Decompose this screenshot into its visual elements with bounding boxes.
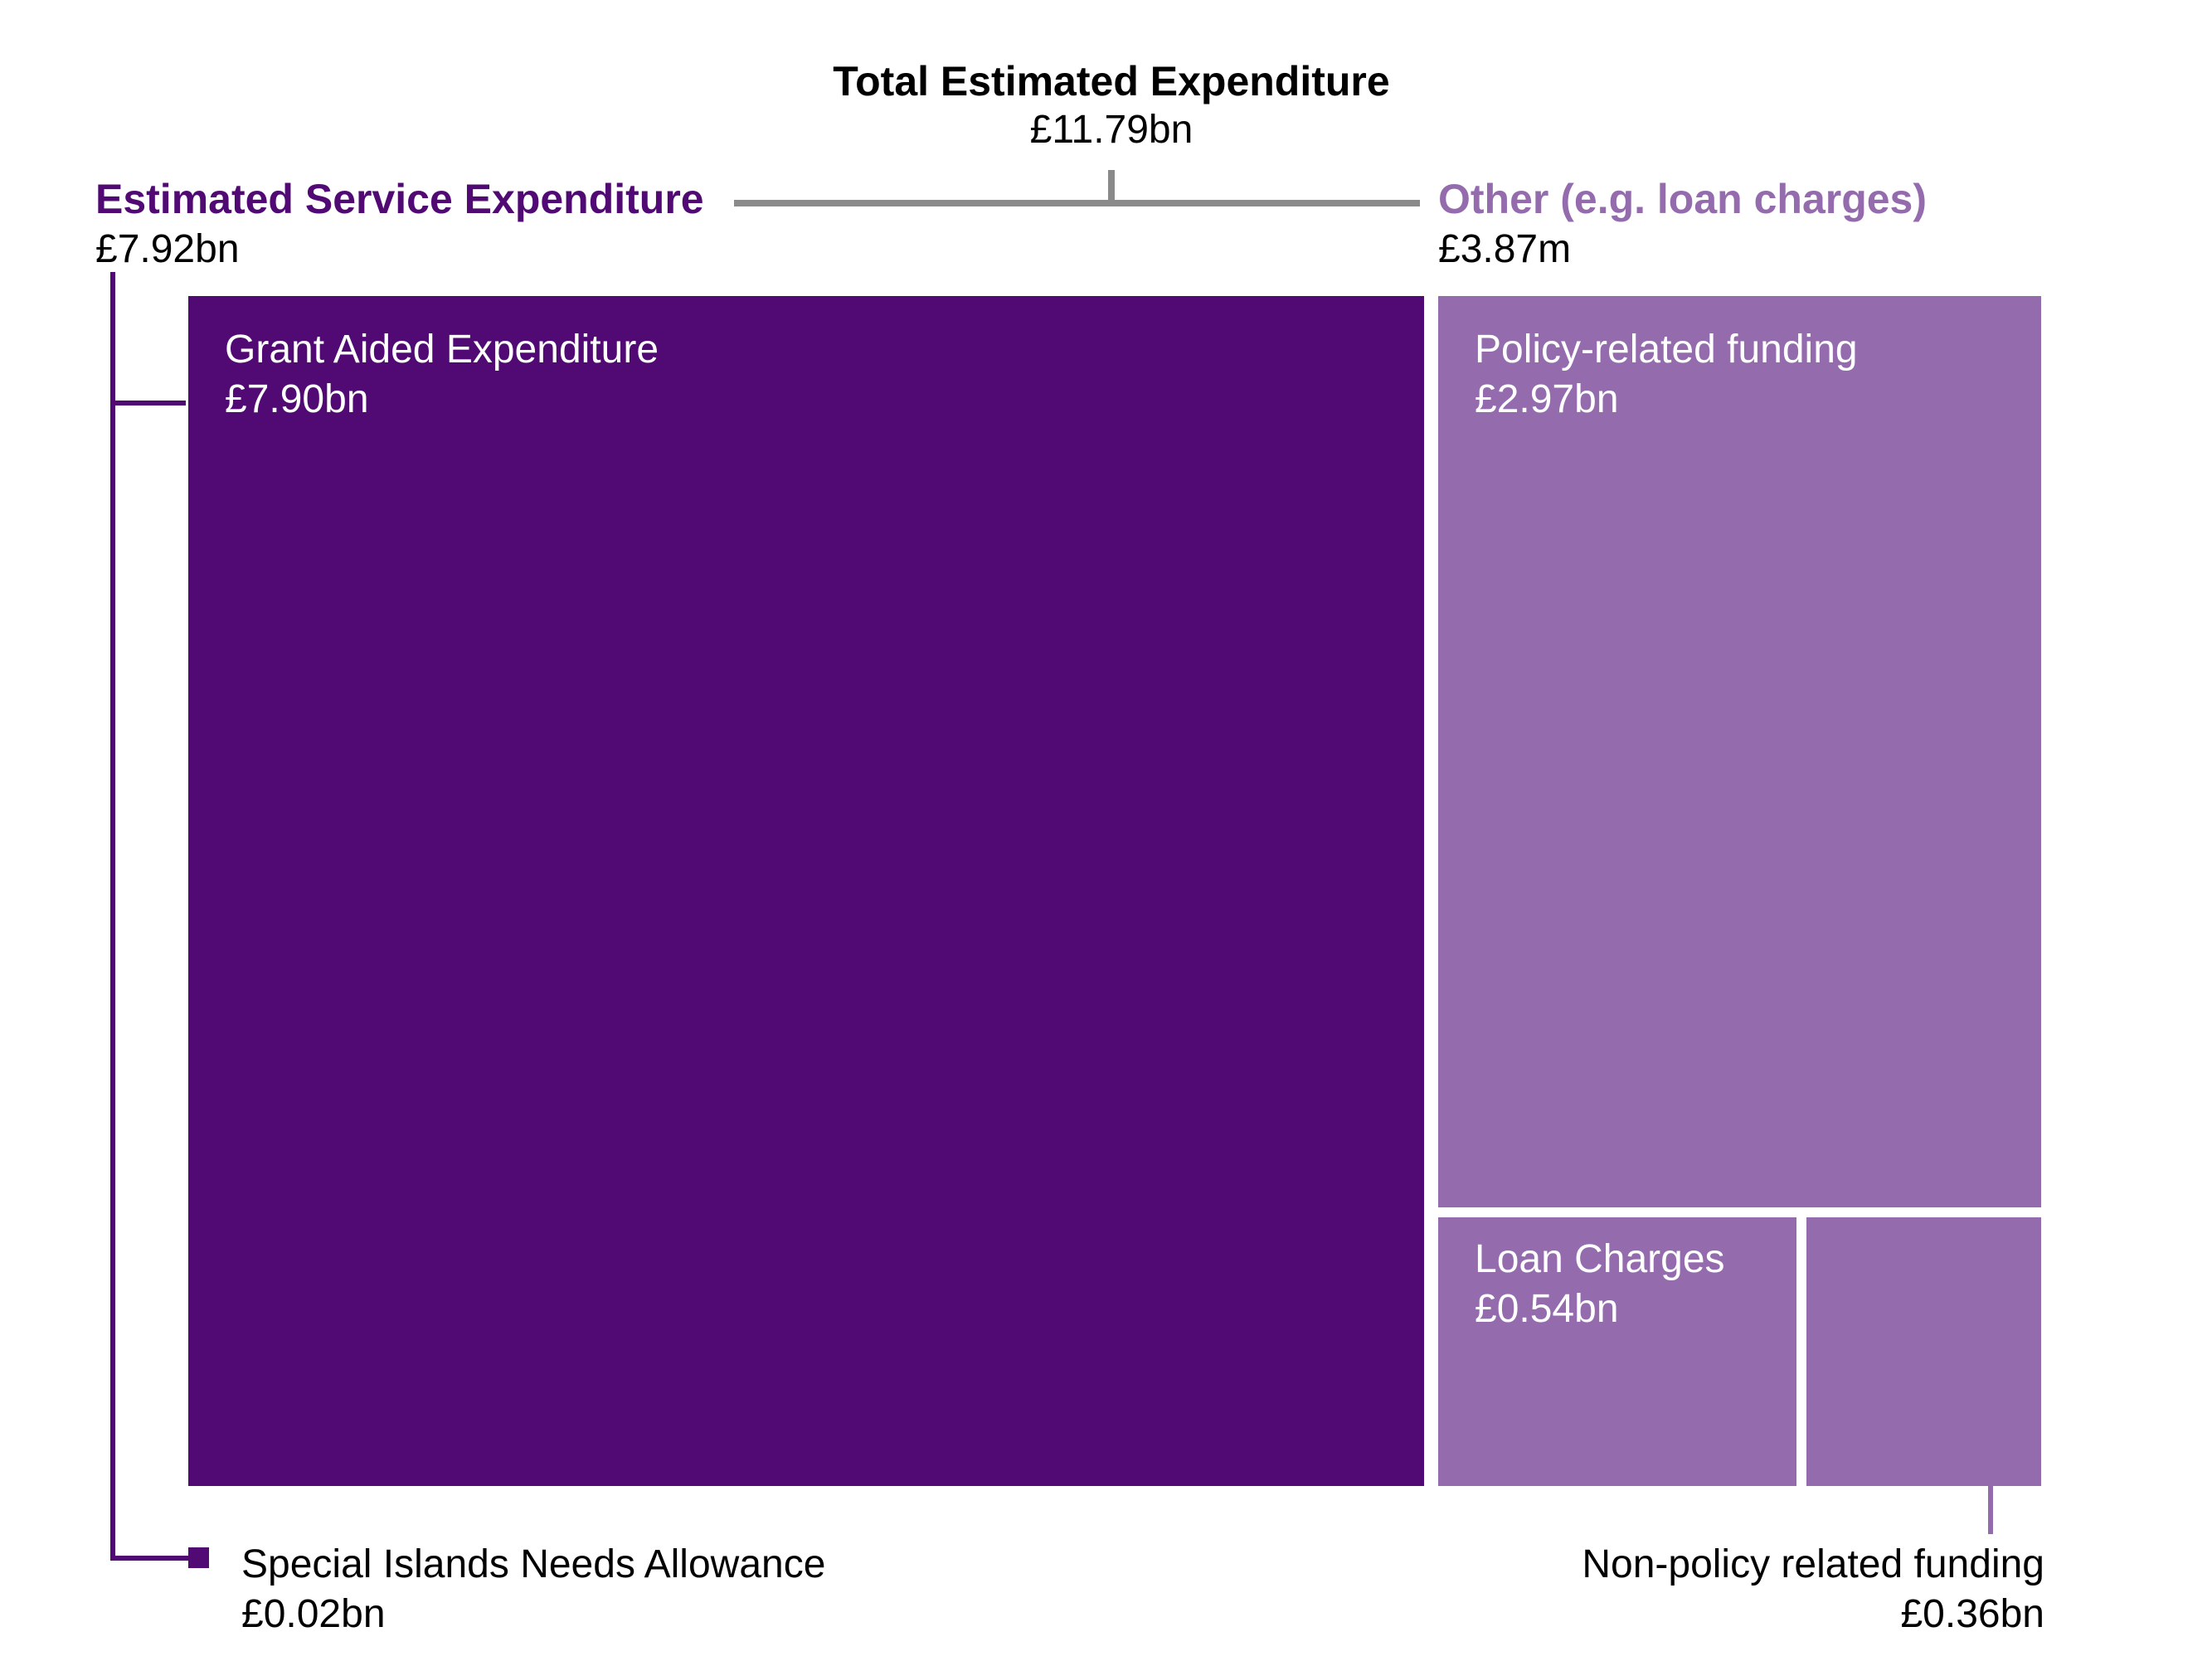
tile-loan-charges: Loan Charges £0.54bn <box>1438 1217 1796 1486</box>
total-value: £11.79bn <box>1029 108 1194 152</box>
policy-related-label: Policy-related funding <box>1475 328 1858 372</box>
other-group-value: £3.87m <box>1438 227 1572 271</box>
grant-aided-value: £7.90bn <box>225 377 369 421</box>
grant-aided-label: Grant Aided Expenditure <box>225 328 659 372</box>
service-group-title: Estimated Service Expenditure <box>95 176 704 222</box>
other-group-title: Other (e.g. loan charges) <box>1438 176 1928 222</box>
total-title: Total Estimated Expenditure <box>833 58 1390 104</box>
loan-charges-value: £0.54bn <box>1475 1287 1619 1331</box>
tile-non-policy-related-funding <box>1806 1217 2041 1486</box>
non-policy-value: £0.36bn <box>1900 1592 2044 1636</box>
non-policy-label: Non-policy related funding <box>1582 1542 2044 1586</box>
tile-policy-related-funding: Policy-related funding £2.97bn <box>1438 296 2041 1207</box>
service-group-value: £7.92bn <box>95 227 240 271</box>
sina-label: Special Islands Needs Allowance <box>241 1542 826 1586</box>
loan-charges-label: Loan Charges <box>1475 1237 1725 1281</box>
sina-marker <box>188 1547 209 1568</box>
sina-value: £0.02bn <box>241 1592 386 1636</box>
policy-related-value: £2.97bn <box>1475 377 1619 421</box>
tile-grant-aided-expenditure: Grant Aided Expenditure £7.90bn <box>188 296 1424 1486</box>
